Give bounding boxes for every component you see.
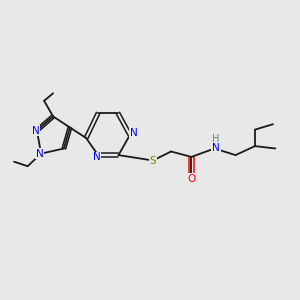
Text: N: N xyxy=(32,125,39,136)
Text: O: O xyxy=(187,174,196,184)
Text: N: N xyxy=(36,148,43,159)
Text: H: H xyxy=(212,134,220,144)
Text: S: S xyxy=(150,155,156,166)
Text: N: N xyxy=(93,152,101,163)
Text: N: N xyxy=(130,128,137,139)
Text: N: N xyxy=(212,143,220,154)
